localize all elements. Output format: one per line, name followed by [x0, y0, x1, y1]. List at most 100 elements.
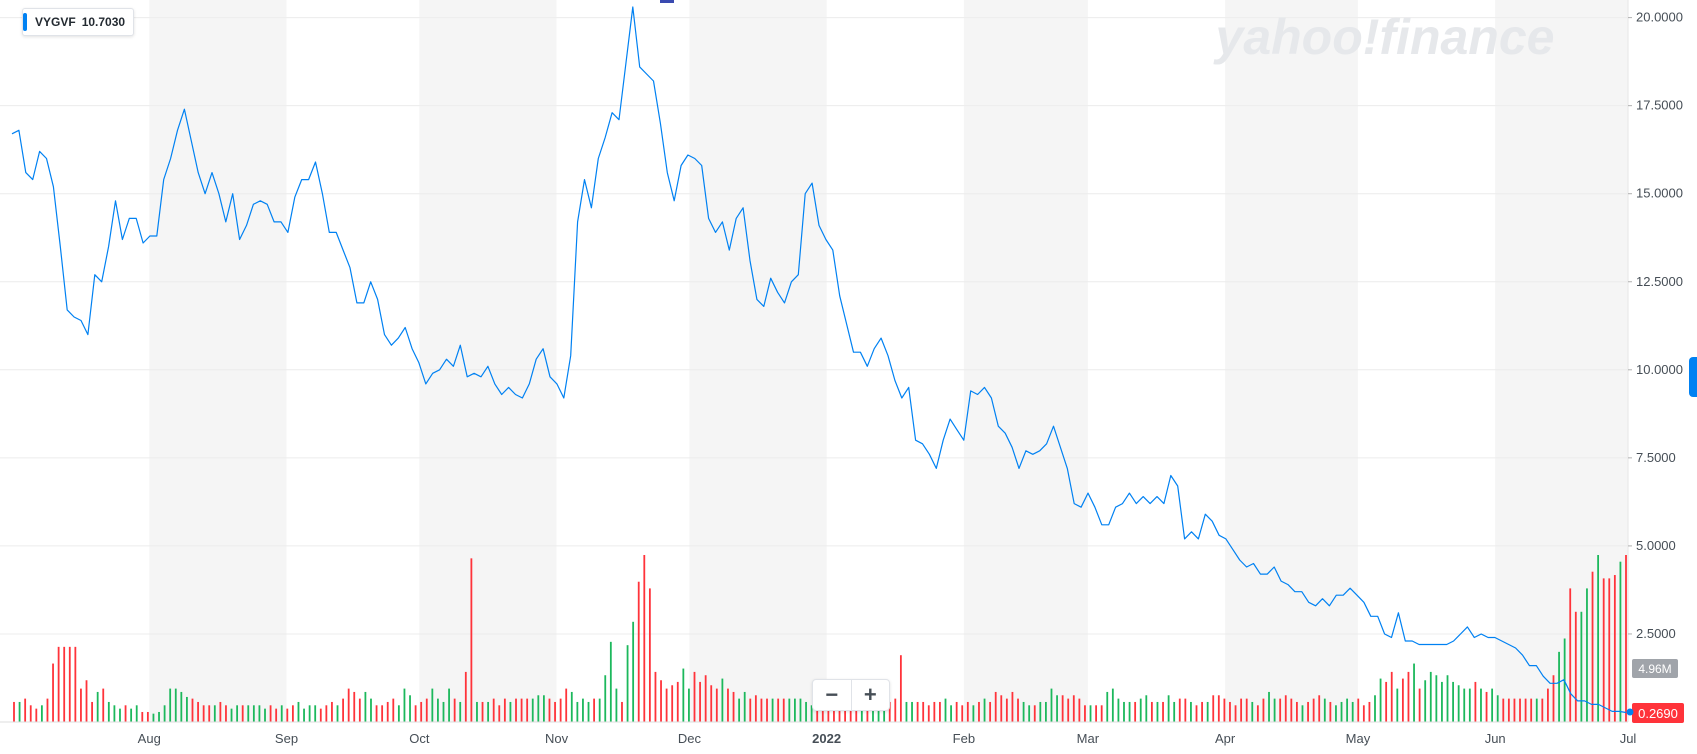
volume-bar [487, 701, 490, 722]
volume-bar [448, 688, 450, 722]
volume-bar [52, 663, 54, 722]
volume-bar [437, 698, 439, 722]
volume-bar [788, 698, 791, 722]
volume-bar [1028, 705, 1031, 722]
volume-bar [1134, 701, 1137, 722]
volume-bar [336, 705, 339, 722]
volume-bar [1251, 701, 1254, 722]
volume-bar [1005, 698, 1008, 722]
volume-bar [1552, 675, 1555, 722]
volume-bar [961, 705, 964, 722]
volume-bar [375, 705, 378, 722]
volume-bar [1022, 701, 1025, 722]
x-axis: Aug Sep Oct Nov Dec 2022 Feb Mar Apr May Jun Jul [0, 721, 1636, 746]
volume-bar [102, 688, 105, 722]
volume-bar [939, 701, 941, 722]
volume-bar [1262, 698, 1265, 722]
volume-bar [1541, 698, 1544, 722]
volume-bar [1519, 698, 1521, 722]
volume-bar [1061, 695, 1064, 722]
x-tick-label: May [1346, 731, 1371, 746]
x-tick-label: Oct [409, 731, 430, 746]
volume-bar [660, 680, 662, 722]
volume-bar [754, 695, 757, 722]
volume-badge [1632, 659, 1678, 678]
volume-bar [1480, 688, 1482, 722]
volume-bar [252, 705, 255, 722]
volume-bar [1217, 695, 1220, 722]
volume-bar [565, 688, 568, 722]
volume-bar [1496, 695, 1499, 722]
zoom-in-button[interactable]: + [850, 680, 890, 710]
volume-bar [264, 708, 266, 722]
volume-bar [1401, 678, 1404, 722]
volume-bar [1117, 698, 1120, 722]
volume-bar [1457, 685, 1460, 722]
volume-bar [688, 688, 690, 722]
chevron-right-icon[interactable] [1689, 357, 1697, 397]
volume-bar [1547, 688, 1549, 722]
volume-bar [297, 701, 300, 722]
volume-bar [833, 705, 835, 722]
volume-bar [1535, 698, 1538, 722]
volume-bar [710, 685, 713, 722]
volume-bar [1424, 680, 1427, 722]
volume-bar [777, 698, 780, 722]
zoom-controls: − + [812, 679, 890, 711]
volume-bar [727, 688, 729, 722]
volume-bar [1346, 698, 1349, 722]
volume-bar [1039, 701, 1042, 722]
range-marker[interactable] [660, 0, 674, 3]
volume-bar [96, 691, 99, 722]
volume-bar [648, 588, 651, 722]
volume-bar [1625, 555, 1627, 722]
volume-bar [749, 698, 752, 722]
volume-bar [715, 688, 718, 722]
axis-badges: 4.96M 0.2690 [1626, 659, 1684, 723]
volume-bar [141, 711, 144, 722]
volume-bar [1123, 701, 1125, 722]
volume-bar [208, 705, 211, 722]
volume-bar [587, 701, 590, 722]
y-tick-label: 7.5000 [1636, 450, 1676, 465]
x-tick-label: 2022 [812, 731, 841, 746]
volume-bar [1256, 705, 1259, 722]
series-color-swatch [23, 13, 27, 31]
volume-bar [994, 691, 997, 722]
volume-bar [18, 701, 21, 722]
volume-bar [816, 705, 819, 722]
volume-bar [1223, 698, 1226, 722]
volume-bar [621, 701, 623, 722]
volume-bar [1513, 698, 1516, 722]
volume-bar [1139, 698, 1142, 722]
volume-bar [146, 711, 149, 722]
last-price-label: 0.2690 [1638, 706, 1678, 721]
volume-bar [1446, 675, 1449, 722]
month-band [963, 0, 1088, 722]
volume-bar [1307, 701, 1309, 722]
zoom-out-button[interactable]: − [825, 682, 839, 707]
volume-bar [782, 698, 785, 722]
symbol-label: VYGVF 10.7030 [22, 8, 135, 36]
y-tick-label: 5.0000 [1636, 538, 1676, 553]
volume-bar [1301, 705, 1304, 722]
y-tick-label: 20.0000 [1636, 10, 1683, 25]
volume-bar [944, 698, 947, 722]
volume-bar [1413, 663, 1415, 722]
volume-bar [609, 641, 612, 722]
x-tick-label: Jun [1485, 731, 1506, 746]
volume-bar [593, 698, 595, 722]
volume-bar [275, 708, 278, 722]
volume-bar [219, 701, 222, 722]
volume-bar [615, 688, 618, 722]
volume-bar [576, 701, 579, 722]
volume-bar [1452, 681, 1454, 722]
volume-bar [721, 678, 724, 722]
volume-bar [793, 698, 796, 722]
volume-bar [1474, 681, 1477, 722]
volume-bar [191, 698, 194, 722]
volume-bar [1468, 688, 1471, 722]
volume-bar [1574, 611, 1577, 722]
